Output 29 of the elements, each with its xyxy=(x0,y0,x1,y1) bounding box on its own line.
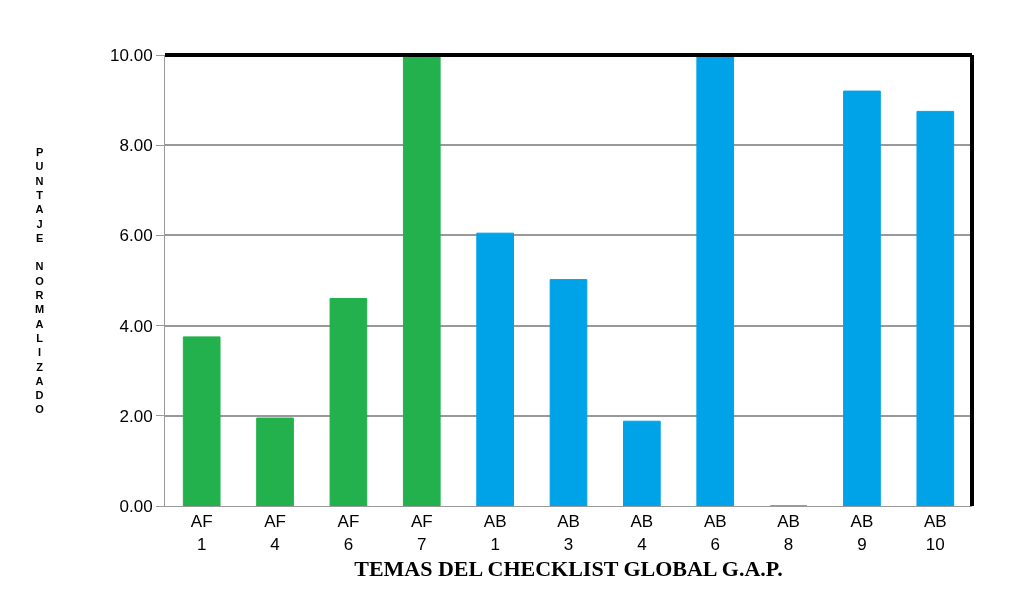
bar xyxy=(402,55,441,506)
text: PUNTAJE NORMALIZADO xyxy=(35,146,45,416)
bar xyxy=(329,298,368,506)
bar xyxy=(549,279,588,506)
x-tick-label: AB 1 xyxy=(483,512,507,554)
x-tick-label: AB 6 xyxy=(703,512,727,554)
y-tick-label: 8.00 xyxy=(119,136,153,156)
x-tick-label: AF 4 xyxy=(264,512,286,554)
x-tick-label: AB 9 xyxy=(850,512,874,554)
y-tick-label: 4.00 xyxy=(119,316,153,336)
bar xyxy=(916,110,955,506)
bar xyxy=(182,336,221,506)
bar xyxy=(843,90,881,506)
x-tick-label: AB 3 xyxy=(557,512,580,554)
x-tick-label: AF 7 xyxy=(410,512,433,554)
x-tick-label: AB 10 xyxy=(923,512,947,554)
x-axis-title: TEMAS DEL CHECKLIST GLOBAL G.A.P. xyxy=(354,556,783,582)
bar xyxy=(476,232,514,506)
y-tick-label: 2.00 xyxy=(119,406,153,426)
x-tick-label: AB 4 xyxy=(630,512,654,554)
x-tick-label: AB 8 xyxy=(777,512,800,554)
y-tick-label: 0.00 xyxy=(119,496,153,516)
y-tick-label: 6.00 xyxy=(119,226,153,246)
x-tick-label: AF 6 xyxy=(337,512,360,554)
x-tick-label: AF 1 xyxy=(190,512,213,554)
y-tick-label: 10.00 xyxy=(110,45,153,65)
bar xyxy=(696,55,735,506)
bar xyxy=(623,420,661,506)
bar xyxy=(256,417,294,506)
